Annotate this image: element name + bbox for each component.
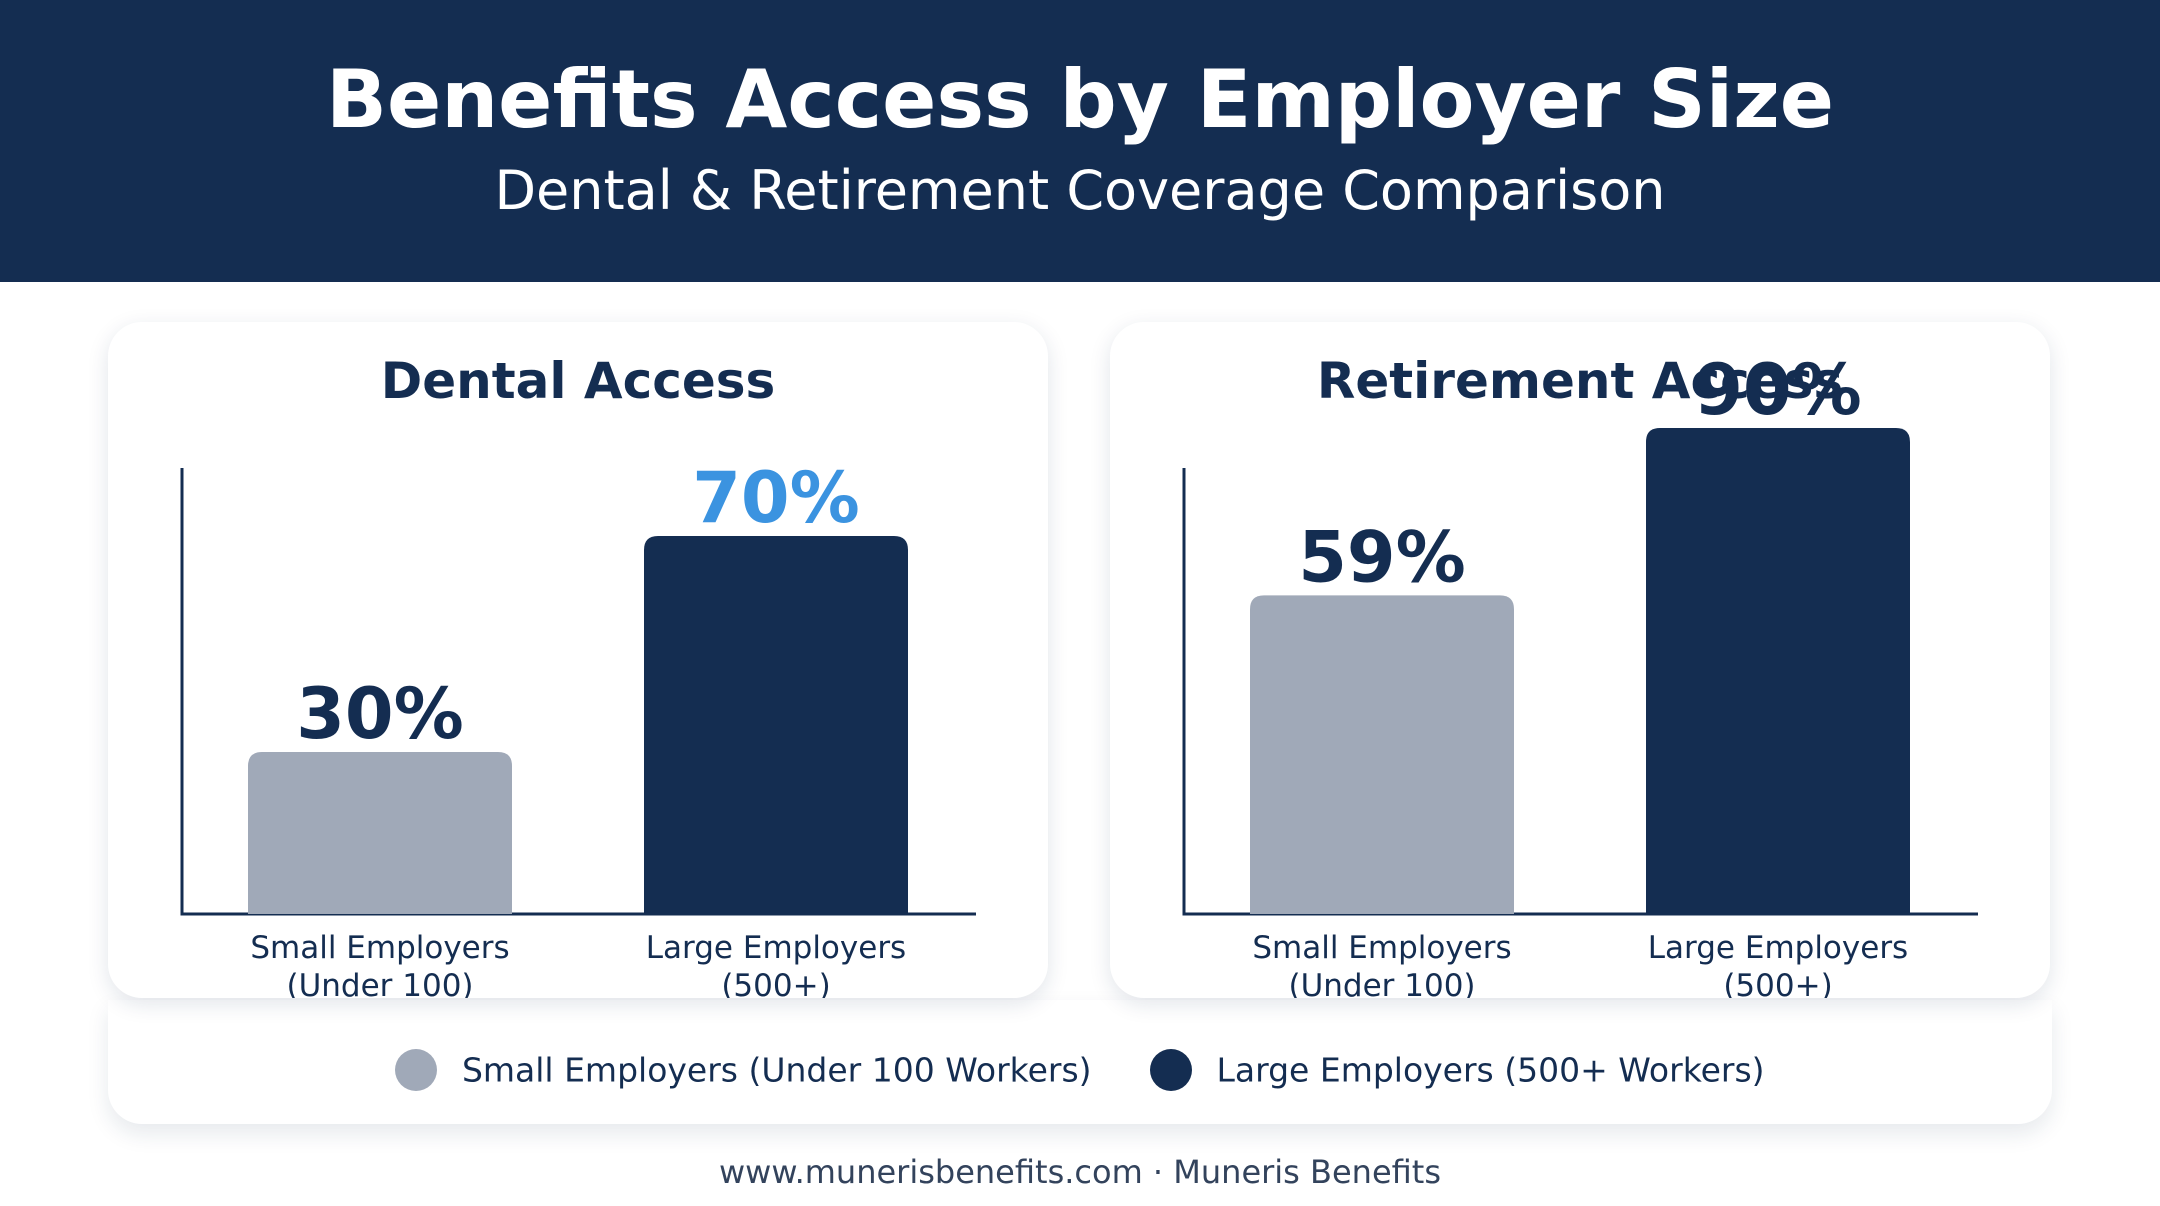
dental-chart: 30% Small Employers(Under 100) 70% Large Em…: [180, 457, 976, 998]
legend-item-small: Small Employers (Under 100 Workers): [395, 1047, 1092, 1093]
retirement-bar-large-value-label: 90%: [1694, 349, 1862, 431]
retirement-category-label-large: (500+): [1723, 968, 1832, 998]
dental-bar-large-value-label: 70%: [692, 457, 860, 539]
dental-bar-small-value-label: 30%: [296, 673, 464, 755]
page-title: Benefits Access by Employer Size: [325, 53, 1835, 146]
dental-bar-small: [248, 752, 512, 914]
page-subtitle: Dental & Retirement Coverage Comparison: [494, 159, 1666, 222]
legend-label-large: Large Employers (500+ Workers): [1216, 1050, 1765, 1090]
retirement-category-label-small: (Under 100): [1288, 968, 1475, 998]
chart-legend: Small Employers (Under 100 Workers) Larg…: [0, 1046, 2160, 1092]
retirement-chart-panel: Retirement Access 59% Small Employers (Und…: [1110, 322, 2050, 998]
retirement-category-label-small: Small Employers: [1252, 930, 1511, 966]
dental-category-label-small: (Under 100): [286, 968, 473, 998]
retirement-bar-small: [1250, 595, 1514, 914]
header-banner: Benefits Access by Employer Size Dental …: [0, 0, 2160, 282]
dental-chart-title: Dental Access: [380, 352, 776, 410]
dental-category-label-small: Small Employers: [250, 930, 509, 966]
retirement-chart-title: Retirement Access: [1316, 352, 1844, 410]
dental-chart-panel: Dental Access 30% Small Employers (Under 1…: [108, 322, 1048, 998]
dental-category-label-large: Large Employers: [646, 930, 906, 966]
footer-attribution: www.munerisbenefits.com · Muneris Benefi…: [719, 1153, 1441, 1191]
retirement-category-label-large: Large Employers: [1648, 930, 1908, 966]
retirement-bar-small-value-label: 59%: [1298, 516, 1466, 598]
legend-item-large: Large Employers (500+ Workers): [1150, 1047, 1765, 1093]
dental-category-label-large: (500+): [721, 968, 830, 998]
dental-bar-large: [644, 536, 908, 914]
retirement-bar-large: [1646, 428, 1910, 914]
legend-swatch-large: [1150, 1049, 1193, 1092]
legend-swatch-small: [395, 1049, 438, 1092]
retirement-chart: 59% Small Employers(Under 100) 90% Large Em…: [1182, 349, 1978, 998]
legend-label-small: Small Employers (Under 100 Workers): [461, 1050, 1092, 1090]
